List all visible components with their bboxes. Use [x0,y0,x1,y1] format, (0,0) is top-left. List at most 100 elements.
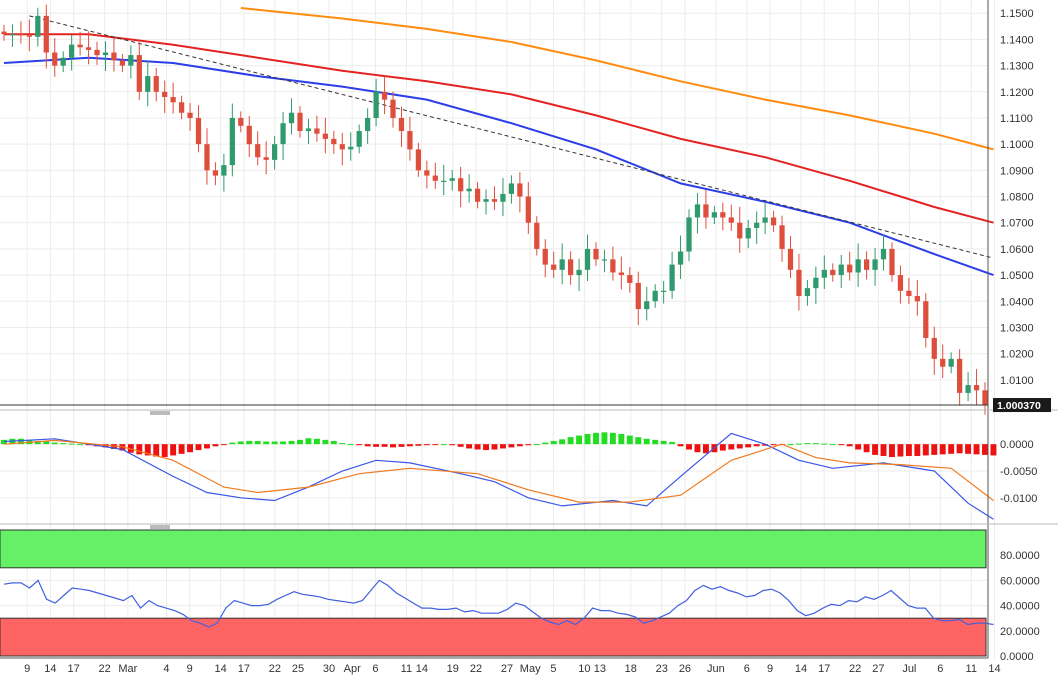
candle-body[interactable] [204,144,210,171]
candle-body[interactable] [263,157,269,160]
candle-body[interactable] [948,358,954,367]
candle-body[interactable] [567,259,574,276]
candle-body[interactable] [669,264,675,291]
candle-body[interactable] [711,212,718,218]
candle-body[interactable] [441,180,447,183]
macd-pane[interactable] [0,417,988,522]
candle-body[interactable] [830,269,836,276]
candle-body[interactable] [322,133,328,139]
candle-body[interactable] [618,272,624,276]
candle-body[interactable] [69,44,75,58]
candle-body[interactable] [525,196,531,223]
candle-body[interactable] [111,52,117,61]
candle-body[interactable] [331,138,337,145]
candle-body[interactable] [931,337,937,359]
candle-body[interactable] [178,102,185,113]
candle-body[interactable] [449,178,455,181]
candle-body[interactable] [838,264,844,276]
candle-body[interactable] [145,76,151,92]
candle-body[interactable] [271,144,278,160]
candle-body[interactable] [491,199,498,202]
candle-body[interactable] [94,49,100,56]
candle-body[interactable] [644,301,650,310]
candle-body[interactable] [212,170,219,176]
candle-body[interactable] [474,188,481,202]
candle-body[interactable] [305,128,312,132]
candle-body[interactable] [627,275,633,283]
pane-resize-handle-1[interactable] [150,411,170,415]
candle-body[interactable] [770,217,777,226]
candle-body[interactable] [694,204,701,218]
candle-body[interactable] [813,277,819,289]
candle-body[interactable] [508,183,515,194]
candle-body[interactable] [9,34,16,36]
candle-body[interactable] [804,288,811,297]
candle-body[interactable] [162,91,168,98]
candle-body[interactable] [35,15,41,37]
candle-body[interactable] [796,269,802,297]
candle-body[interactable] [246,125,252,145]
candle-body[interactable] [1,31,7,35]
candle-body[interactable] [43,15,49,53]
candle-body[interactable] [288,112,295,124]
candle-body[interactable] [153,76,159,92]
candle-body[interactable] [26,35,32,37]
candle-body[interactable] [102,52,109,56]
candle-body[interactable] [52,52,58,66]
candle-body[interactable] [728,217,734,223]
candle-body[interactable] [373,91,379,118]
candle-body[interactable] [973,385,980,391]
candle-body[interactable] [381,91,388,100]
candle-body[interactable] [661,290,667,292]
candle-body[interactable] [390,99,396,118]
candle-body[interactable] [880,248,887,260]
candle-body[interactable] [432,175,438,181]
candle-body[interactable] [415,149,422,171]
candle-body[interactable] [280,123,286,145]
candle-body[interactable] [601,259,608,261]
candle-body[interactable] [314,128,320,134]
candle-body[interactable] [754,222,760,228]
candle-body[interactable] [745,227,751,239]
candle-body[interactable] [398,117,405,132]
candle-body[interactable] [576,269,582,276]
candle-body[interactable] [255,144,261,158]
trendline[interactable] [29,15,994,259]
candle-body[interactable] [720,212,726,218]
candle-body[interactable] [517,183,523,197]
candle-body[interactable] [584,248,591,270]
candle-body[interactable] [703,204,709,218]
candle-body[interactable] [982,390,988,405]
candle-body[interactable] [779,225,785,249]
candle-body[interactable] [863,259,870,270]
candle-body[interactable] [18,34,24,36]
candle-body[interactable] [855,259,861,273]
candle-body[interactable] [686,217,692,252]
candle-body[interactable] [593,248,599,260]
candle-body[interactable] [940,358,946,367]
candle-body[interactable] [424,170,430,176]
candle-body[interactable] [85,47,92,50]
candle-body[interactable] [635,282,641,310]
candle-body[interactable] [128,55,134,66]
candle-body[interactable] [551,264,557,270]
candle-body[interactable] [652,290,658,302]
candle-body[interactable] [821,269,827,278]
candle-body[interactable] [458,178,464,192]
candle-body[interactable] [238,117,244,126]
candle-body[interactable] [187,112,193,118]
candle-body[interactable] [677,251,684,265]
pane-resize-handle-2[interactable] [150,525,170,529]
candle-body[interactable] [365,117,371,132]
candle-body[interactable] [170,97,176,103]
candle-body[interactable] [119,60,126,66]
candle-body[interactable] [923,301,929,338]
candle-body[interactable] [965,385,971,393]
candle-body[interactable] [221,165,227,176]
candle-body[interactable] [872,259,878,270]
candle-body[interactable] [229,117,235,166]
candle-body[interactable] [897,275,904,291]
candle-body[interactable] [339,144,345,150]
candle-body[interactable] [348,146,354,150]
